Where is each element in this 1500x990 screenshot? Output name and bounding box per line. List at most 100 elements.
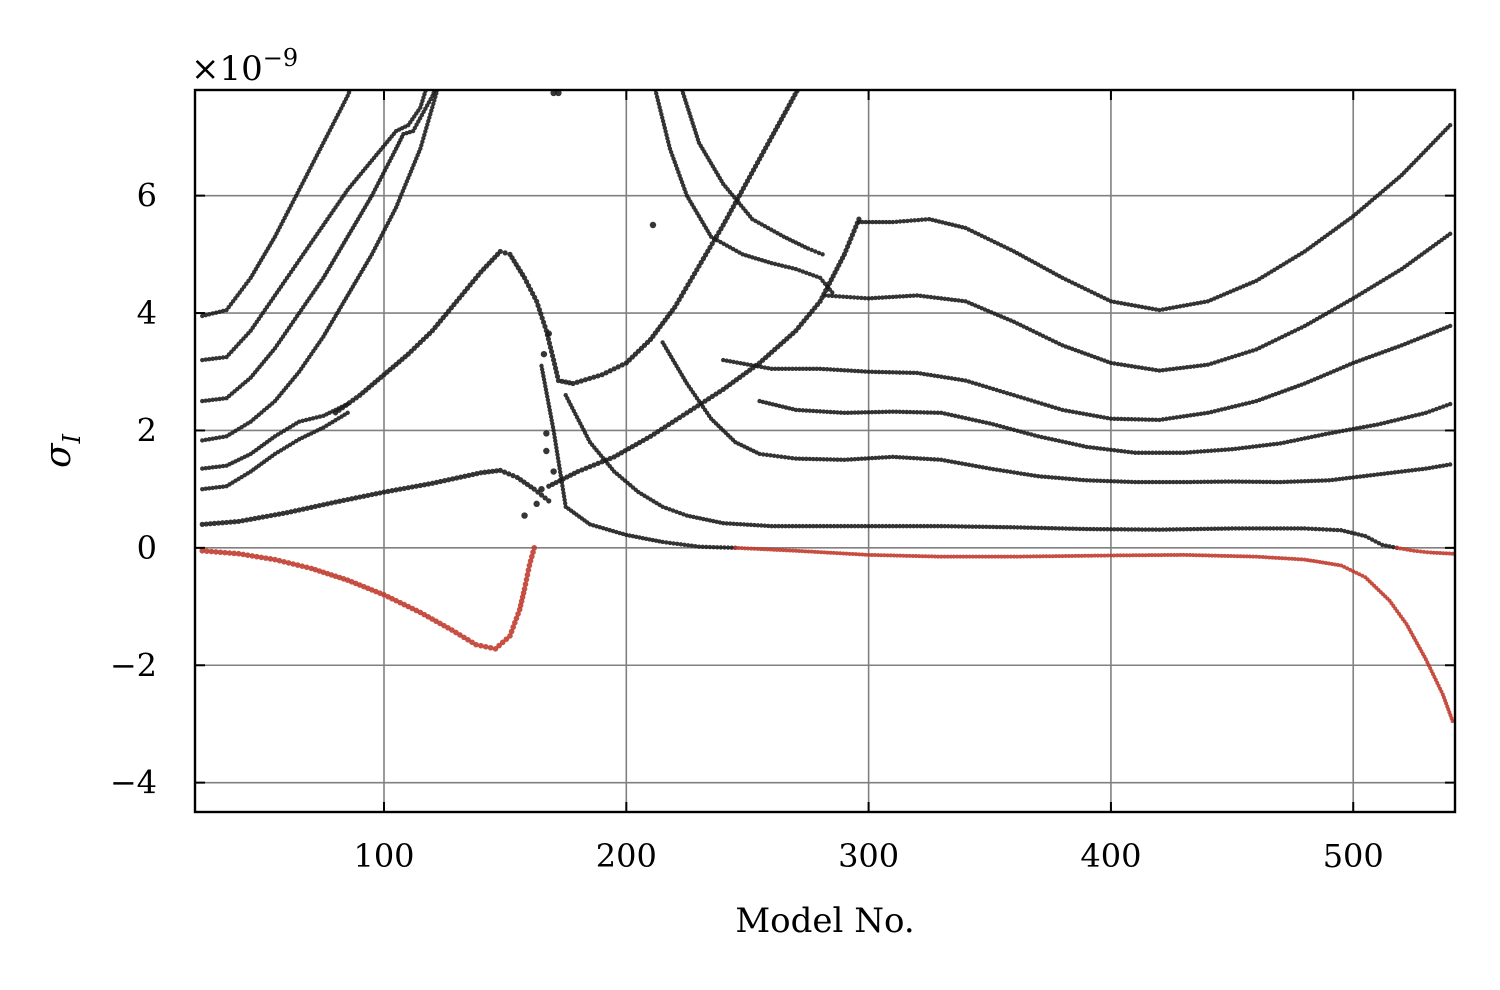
- data-point: [1274, 526, 1280, 531]
- data-point: [936, 554, 941, 559]
- data-point: [1001, 424, 1006, 430]
- data-point: [838, 410, 844, 415]
- data-point: [1056, 475, 1062, 481]
- data-point: [1119, 416, 1124, 422]
- data-point: [866, 523, 871, 529]
- data-point: [1119, 527, 1124, 532]
- data-point: [932, 457, 937, 462]
- data-point: [1232, 554, 1237, 559]
- data-point: [1447, 551, 1452, 556]
- data-point: [869, 552, 874, 557]
- data-point: [1306, 478, 1311, 484]
- data-point: [393, 487, 399, 493]
- data-point: [1168, 552, 1173, 557]
- data-point: [910, 553, 915, 558]
- data-point: [1285, 479, 1290, 485]
- data-point: [430, 105, 435, 110]
- data-point: [1254, 479, 1259, 485]
- data-point: [790, 366, 795, 372]
- data-point: [1115, 300, 1121, 305]
- data-point: [1094, 478, 1100, 483]
- data-point: [303, 417, 309, 423]
- series-2: [200, 90, 438, 404]
- data-point: [558, 473, 563, 478]
- data-point: [838, 457, 844, 462]
- data-point: [755, 546, 760, 551]
- data-point: [1250, 444, 1256, 449]
- data-point: [725, 545, 731, 550]
- y-axis-label: σI: [38, 433, 86, 468]
- data-point: [684, 513, 690, 518]
- data-point: [840, 294, 846, 299]
- data-point: [959, 524, 965, 529]
- data-point: [814, 366, 819, 372]
- data-point: [1333, 429, 1339, 435]
- data-point: [1184, 479, 1190, 485]
- data-point: [1286, 556, 1291, 561]
- data-point: [1022, 430, 1027, 435]
- data-point: [883, 409, 889, 415]
- data-point: [1363, 533, 1368, 539]
- data-point: [942, 411, 947, 416]
- data-point: [1222, 406, 1228, 411]
- data-point: [1087, 445, 1093, 450]
- data-point: [1134, 553, 1139, 558]
- data-point: [897, 294, 902, 299]
- data-point: [356, 68, 360, 72]
- data-point: [853, 224, 859, 230]
- data-point: [1150, 417, 1155, 422]
- data-point: [689, 543, 694, 548]
- data-point: [842, 457, 847, 463]
- data-point: [1079, 553, 1084, 558]
- data-point: [524, 572, 531, 578]
- data-point: [948, 554, 953, 559]
- data-point: [1139, 479, 1145, 485]
- data-point: [912, 218, 917, 223]
- data-point: [1119, 362, 1124, 367]
- data-point: [310, 416, 316, 421]
- series-13: [660, 340, 1453, 485]
- data-point: [805, 246, 811, 251]
- data-point: [1049, 437, 1055, 442]
- data-point: [1188, 413, 1193, 418]
- data-point: [1212, 448, 1217, 453]
- data-point: [904, 370, 909, 375]
- data-point: [1216, 448, 1221, 453]
- data-point: [664, 132, 669, 138]
- data-point: [1345, 566, 1350, 571]
- data-point: [423, 129, 428, 134]
- data-point: [824, 409, 830, 414]
- data-point: [1041, 554, 1046, 559]
- data-point: [1200, 553, 1205, 558]
- data-point: [419, 143, 424, 148]
- data-point: [983, 554, 988, 559]
- data-point: [1399, 469, 1404, 474]
- data-point: [762, 523, 767, 528]
- data-point: [918, 410, 923, 415]
- data-point: [657, 539, 662, 544]
- data-point: [1087, 526, 1093, 532]
- data-point: [980, 419, 986, 425]
- data-point: [721, 357, 726, 363]
- data-point: [663, 505, 669, 511]
- data-point: [955, 554, 960, 559]
- data-point: [914, 456, 920, 461]
- data-point: [1337, 429, 1342, 434]
- data-point: [1177, 479, 1183, 485]
- data-point: [1018, 429, 1024, 434]
- data-point: [1086, 553, 1091, 558]
- data-point: [1271, 479, 1276, 485]
- data-point: [914, 554, 919, 559]
- data-point: [1326, 431, 1332, 436]
- data-point: [673, 163, 679, 168]
- data-point: [797, 366, 802, 372]
- data-point: [1267, 479, 1273, 485]
- data-point: [538, 311, 544, 317]
- data-point: [579, 467, 585, 473]
- data-point: [220, 463, 226, 469]
- data-point: [526, 562, 533, 569]
- data-point: [1171, 450, 1176, 455]
- data-point: [935, 457, 941, 462]
- data-point: [724, 521, 729, 526]
- data-point: [555, 456, 561, 461]
